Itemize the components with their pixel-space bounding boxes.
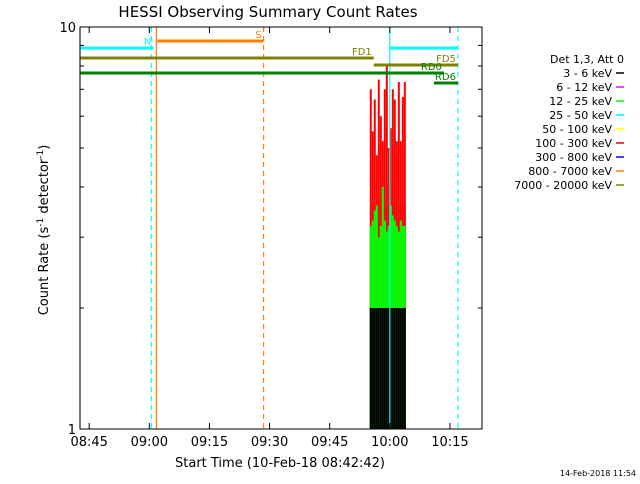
legend-entry-label: 300 - 800 keV bbox=[535, 151, 612, 164]
burst-layer bbox=[369, 65, 406, 430]
flag-label: FD1 bbox=[352, 47, 372, 58]
x-tick-label: 09:45 bbox=[311, 435, 348, 450]
burst-bar-3-6-kev bbox=[397, 307, 400, 429]
burst-bar-3-6-kev bbox=[381, 307, 384, 429]
legend-entry-label: 12 - 25 keV bbox=[549, 95, 612, 108]
burst-bar-3-6-kev bbox=[383, 307, 386, 429]
chart-title: HESSI Observing Summary Count Rates bbox=[118, 3, 417, 21]
y-tick-label: 10 bbox=[59, 21, 76, 36]
burst-bar-3-6-kev bbox=[401, 307, 404, 429]
burst-bar-3-6-kev bbox=[399, 307, 402, 429]
footer-timestamp: 14-Feb-2018 11:54 bbox=[560, 469, 636, 478]
legend-entry-label: 50 - 100 keV bbox=[542, 123, 612, 136]
y-axis-label-main: Count Rate (s bbox=[37, 227, 52, 316]
burst-bar-3-6-kev bbox=[393, 307, 396, 429]
y-axis-label-sup2: -1 bbox=[36, 150, 46, 159]
x-tick-label: 10:00 bbox=[371, 435, 408, 450]
y-axis-label-end: ) bbox=[37, 145, 52, 150]
flag-label: S bbox=[255, 30, 261, 41]
burst-bar-3-6-kev bbox=[377, 307, 380, 429]
legend-entry-label: 3 - 6 keV bbox=[563, 67, 612, 80]
x-tick-label: 10:15 bbox=[431, 435, 468, 450]
y-axis-label: Count Rate (s-1 detector-1) bbox=[36, 145, 52, 316]
burst-bar-3-6-kev bbox=[395, 307, 398, 429]
flag-label: RD6 bbox=[435, 72, 456, 83]
x-tick-label: 09:15 bbox=[191, 435, 228, 450]
y-axis-label-sup1: -1 bbox=[36, 218, 46, 227]
burst-bar-3-6-kev bbox=[391, 307, 394, 429]
legend-entry-label: 25 - 50 keV bbox=[549, 109, 612, 122]
flag-label: RD0 bbox=[421, 62, 442, 73]
burst-bar-3-6-kev bbox=[369, 307, 372, 429]
burst-bar-3-6-kev bbox=[403, 307, 406, 429]
legend-entry-label: 7000 - 20000 keV bbox=[514, 179, 612, 192]
legend-entry-label: 6 - 12 keV bbox=[556, 81, 612, 94]
legend-title: Det 1,3, Att 0 bbox=[550, 53, 624, 66]
x-axis-label: Start Time (10-Feb-18 08:42:42) bbox=[175, 456, 385, 471]
burst-bar-3-6-kev bbox=[387, 307, 390, 429]
y-tick-label: 1 bbox=[68, 423, 76, 438]
x-tick-label: 09:00 bbox=[131, 435, 168, 450]
burst-bar-3-6-kev bbox=[371, 307, 374, 429]
y-axis-label-mid: detector bbox=[37, 158, 52, 218]
burst-bar-12-25-kev bbox=[381, 186, 384, 429]
burst-bar-3-6-kev bbox=[385, 307, 388, 429]
axes-layer: 08:45 09:00 09:15 09:30 09:45 10:00 10:15 1 10 bbox=[59, 21, 482, 450]
flag-label: FD5 bbox=[436, 54, 456, 65]
x-tick-label: 08:45 bbox=[70, 435, 107, 450]
x-tick-label: 09:30 bbox=[251, 435, 288, 450]
legend-entry-label: 800 - 7000 keV bbox=[528, 165, 612, 178]
burst-bar-3-6-kev bbox=[379, 307, 382, 429]
burst-bar-3-6-kev bbox=[373, 307, 376, 429]
burst-bar-3-6-kev bbox=[375, 307, 378, 429]
burst-bar-3-6-kev bbox=[389, 307, 392, 429]
plot-frame bbox=[79, 26, 483, 430]
flag-label: N bbox=[144, 37, 151, 48]
legend-entry-label: 100 - 300 keV bbox=[535, 137, 612, 150]
